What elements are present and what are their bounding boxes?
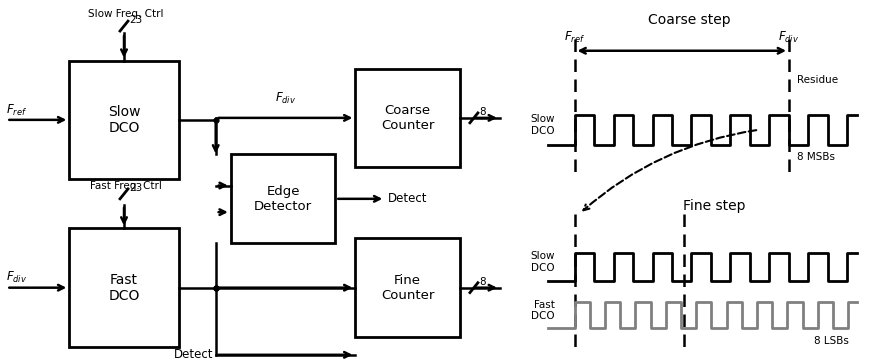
Text: Fast
DCO: Fast DCO bbox=[531, 300, 555, 321]
Text: Coarse
Counter: Coarse Counter bbox=[380, 104, 435, 132]
Text: $F_{div}$: $F_{div}$ bbox=[275, 91, 296, 106]
Text: Fast
DCO: Fast DCO bbox=[108, 273, 140, 303]
Text: Slow Freq. Ctrl: Slow Freq. Ctrl bbox=[88, 9, 164, 19]
Text: Slow
DCO: Slow DCO bbox=[530, 114, 555, 135]
Bar bbox=[69, 229, 179, 347]
Text: 8: 8 bbox=[479, 107, 485, 117]
Text: 8: 8 bbox=[479, 277, 485, 287]
Bar bbox=[356, 238, 460, 337]
Text: Residue: Residue bbox=[797, 75, 838, 86]
Text: Slow
DCO: Slow DCO bbox=[108, 105, 140, 135]
Text: $F_{div}$: $F_{div}$ bbox=[6, 270, 28, 285]
Bar bbox=[356, 68, 460, 167]
Text: $F_{ref}$: $F_{ref}$ bbox=[6, 102, 28, 118]
Bar bbox=[69, 61, 179, 179]
Text: Detect: Detect bbox=[388, 192, 428, 205]
Text: Fine
Counter: Fine Counter bbox=[380, 274, 435, 302]
Text: 8 LSBs: 8 LSBs bbox=[813, 336, 849, 346]
Bar bbox=[230, 154, 335, 243]
Text: Fast Freq. Ctrl: Fast Freq. Ctrl bbox=[90, 181, 162, 191]
Text: 23: 23 bbox=[129, 15, 142, 25]
Text: Fine step: Fine step bbox=[683, 199, 745, 213]
Text: 8 MSBs: 8 MSBs bbox=[797, 153, 835, 162]
Text: 23: 23 bbox=[129, 183, 142, 193]
Text: $F_{ref}$: $F_{ref}$ bbox=[564, 30, 585, 45]
Text: $F_{div}$: $F_{div}$ bbox=[778, 30, 799, 45]
Text: Coarse step: Coarse step bbox=[648, 13, 731, 27]
Text: Detect: Detect bbox=[174, 348, 213, 361]
Text: Slow
DCO: Slow DCO bbox=[530, 251, 555, 273]
Text: Edge
Detector: Edge Detector bbox=[254, 185, 312, 213]
